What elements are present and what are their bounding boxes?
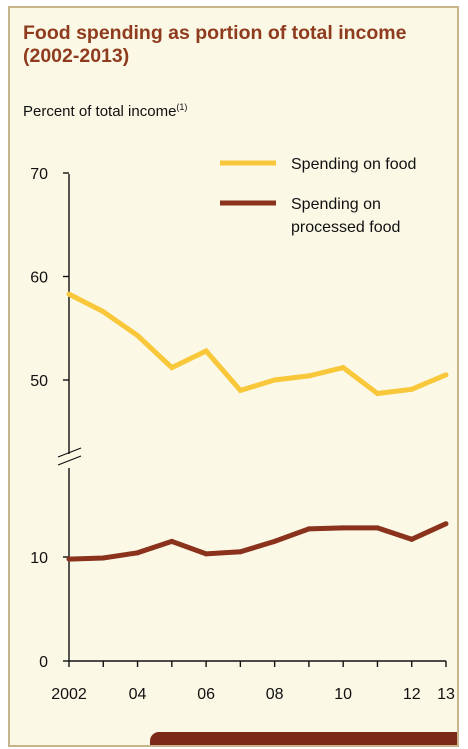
data-point [340, 365, 346, 371]
data-point [100, 555, 106, 561]
footnote-marker: (1) [176, 102, 188, 112]
data-point [203, 348, 209, 354]
x-tick-label: 06 [197, 686, 215, 703]
axis-break-mark [57, 447, 82, 458]
y-tick-label: 70 [30, 166, 48, 183]
x-tick-label: 04 [129, 686, 147, 703]
data-point [135, 332, 141, 338]
axes: 0 10 50 60 70 2002 04 06 08 10 12 13 [30, 166, 455, 703]
data-point [374, 390, 380, 396]
data-point [169, 538, 175, 544]
data-point [409, 536, 415, 542]
y-tick-label: 50 [30, 373, 48, 390]
data-point [443, 521, 449, 527]
x-tick-label: 2002 [51, 686, 87, 703]
line-chart: 0 10 50 60 70 2002 04 06 08 10 12 13 Spending on fo… [30, 156, 455, 703]
x-tick-label: 10 [334, 686, 352, 703]
legend-label: Spending on [291, 196, 381, 213]
x-tick-label: 12 [403, 686, 421, 703]
subtitle-text: Percent of total income [23, 103, 177, 120]
y-tick-label: 60 [30, 270, 48, 287]
data-point [272, 538, 278, 544]
data-point [374, 525, 380, 531]
data-point [66, 291, 72, 297]
data-point [409, 386, 415, 392]
axis-break-mark [57, 455, 82, 466]
chart-card: Food spending as portion of total income… [8, 6, 459, 747]
y-axis-unit-label: Percent of total income(1) [23, 98, 187, 121]
chart-title: Food spending as portion of total income… [23, 22, 407, 67]
data-point [237, 549, 243, 555]
y-tick-label: 10 [30, 550, 48, 567]
data-point [443, 372, 449, 378]
data-point [135, 550, 141, 556]
legend-label: processed food [291, 219, 400, 236]
x-tick-label: 08 [266, 686, 284, 703]
series-line-food [67, 291, 447, 397]
legend: Spending on food Spending on processed foo… [220, 156, 416, 236]
data-point [169, 365, 175, 371]
data-point [66, 556, 72, 562]
legend-label: Spending on food [291, 156, 416, 173]
data-point [306, 526, 312, 532]
series-lines [66, 291, 449, 562]
data-point [100, 309, 106, 315]
data-point [306, 373, 312, 379]
x-tick-label: 13 [437, 686, 455, 703]
y-tick-label: 0 [39, 654, 48, 671]
data-point [203, 551, 209, 557]
data-point [340, 525, 346, 531]
bottom-banner [150, 732, 457, 745]
data-point [272, 377, 278, 383]
series-line-processed-food [68, 521, 448, 562]
data-point [237, 387, 243, 393]
